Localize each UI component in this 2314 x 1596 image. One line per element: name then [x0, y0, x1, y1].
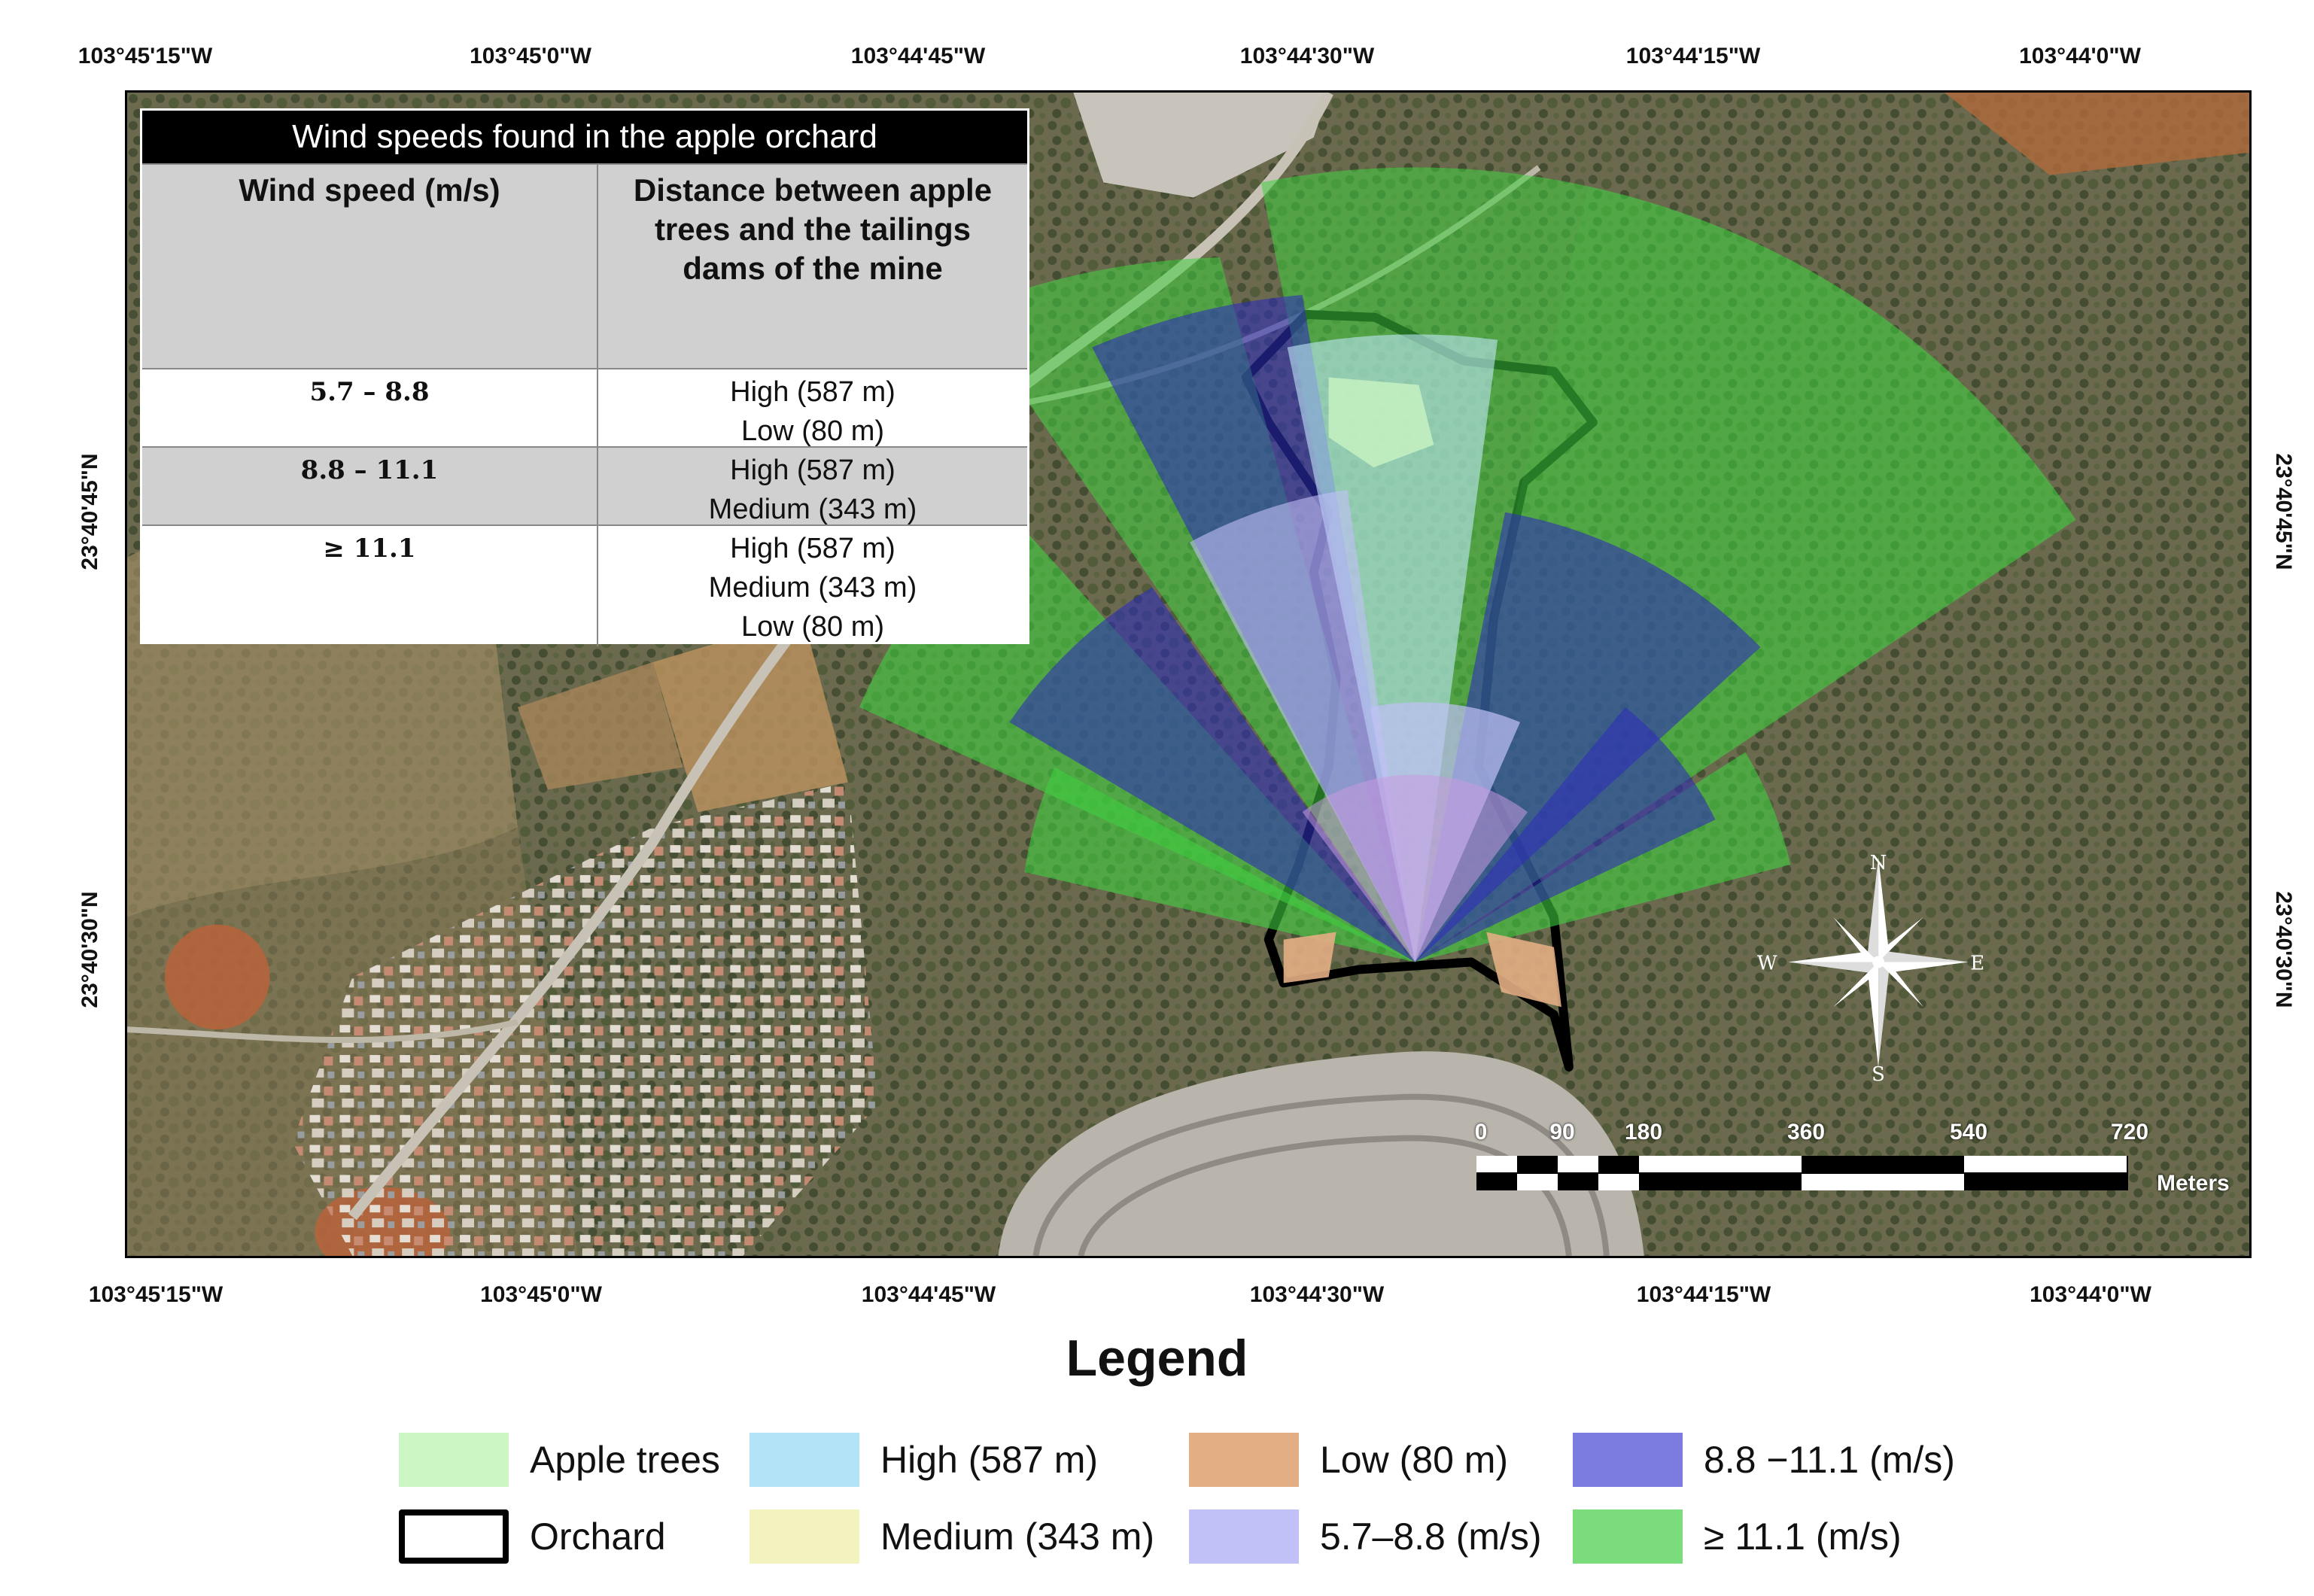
low-swatch	[1189, 1433, 1299, 1487]
table-header-wind-speed: Wind speed (m/s)	[142, 163, 597, 368]
table-row-3-line-3: Low (80 m)	[740, 611, 885, 643]
table-title: Wind speeds found in the apple orchard	[142, 111, 1027, 163]
orchard-swatch	[399, 1509, 509, 1564]
legend-item-5-7-8-8: 5.7–8.8 (m/s)	[1189, 1506, 1542, 1567]
top-coord-label-5: 103°44'15"W	[1625, 44, 1761, 68]
table-row-3-line-2: Medium (343 m)	[708, 572, 917, 603]
scale-tick-540: 540	[1949, 1120, 1988, 1145]
left-coord-label-2: 23°40'30"N	[78, 891, 102, 1008]
table-row-1-speed: 5.7 – 8.8	[142, 368, 597, 446]
scale-tick-720: 720	[2110, 1120, 2149, 1145]
bottom-coord-label-3: 103°44'45"W	[861, 1282, 996, 1307]
table-row-2-line-1: High (587 m)	[730, 454, 895, 486]
bottom-coord-label-4: 103°44'30"W	[1249, 1282, 1385, 1307]
compass-w-label: W	[1757, 952, 1777, 974]
legend-item-apple-trees: Apple trees	[399, 1430, 720, 1490]
table-row-2-line-2: Medium (343 m)	[708, 494, 917, 525]
legend-label: High (587 m)	[880, 1439, 1098, 1481]
field-red-circle	[164, 924, 270, 1030]
tailings-dam-north	[1073, 93, 1329, 198]
scale-tick-90: 90	[1549, 1120, 1575, 1145]
top-coord-label-3: 103°44'45"W	[850, 44, 986, 68]
bottom-coord-label-2: 103°45'0"W	[480, 1282, 602, 1307]
low-zone-patch	[1283, 932, 1336, 983]
wedge-blue-w	[1009, 587, 1415, 962]
field-red-ne	[1944, 93, 2249, 175]
scale-tick-180: 180	[1624, 1120, 1663, 1145]
table-row-2-speed: 8.8 – 11.1	[142, 446, 597, 524]
high-swatch	[750, 1433, 859, 1487]
table-row-3-speed: ≥ 11.1	[142, 524, 597, 646]
table-row-1-distance: High (587 m) Low (80 m)	[597, 368, 1027, 447]
compass-s-label: S	[1872, 1063, 1885, 1086]
north-arrow-icon	[1788, 857, 1969, 1067]
legend-label: ≥ 11.1 (m/s)	[1704, 1515, 1902, 1558]
legend-item-low: Low (80 m)	[1189, 1430, 1508, 1490]
table-row-3-line-1: High (587 m)	[730, 533, 895, 564]
bottom-coord-label-6: 103°44'0"W	[2030, 1282, 2151, 1307]
table-header-distance: Distance between apple trees and the tai…	[597, 163, 1027, 368]
wind-speed-table: Wind speeds found in the apple orchard W…	[140, 108, 1029, 646]
scale-tick-360: 360	[1786, 1120, 1826, 1145]
compass-n-label: N	[1870, 852, 1887, 874]
low-zone-patch-e	[1486, 932, 1561, 1008]
compass-e-label: E	[1970, 952, 1984, 974]
legend-label: Orchard	[530, 1515, 666, 1558]
legend-item-orchard: Orchard	[399, 1506, 666, 1567]
legend-item-high: High (587 m)	[750, 1430, 1098, 1490]
left-coord-label-1: 23°40'45"N	[78, 453, 102, 570]
scale-unit: Meters	[2157, 1171, 2230, 1196]
legend-label: 8.8 −11.1 (m/s)	[1704, 1439, 1955, 1481]
medium-swatch	[750, 1509, 859, 1564]
scale-bar: 0 90 180 360 540 720 Meters	[1474, 1120, 2230, 1233]
legend-label: Apple trees	[530, 1439, 720, 1481]
wedge-blue-e	[1415, 707, 1716, 962]
legend-item-8-8-11-1: 8.8 −11.1 (m/s)	[1573, 1430, 1955, 1490]
legend-item-medium: Medium (343 m)	[750, 1506, 1154, 1567]
table-row-3-distance: High (587 m) Medium (343 m) Low (80 m)	[597, 524, 1027, 646]
legend-label: 5.7–8.8 (m/s)	[1320, 1515, 1542, 1558]
top-coord-label-1: 103°45'15"W	[78, 44, 213, 68]
top-coord-label-6: 103°44'0"W	[2019, 44, 2141, 68]
wind-8-8-11-1-swatch	[1573, 1433, 1683, 1487]
legend-title: Legend	[1066, 1330, 1248, 1387]
bottom-coord-label-5: 103°44'15"W	[1636, 1282, 1771, 1307]
wedge-green-sw	[1024, 767, 1415, 962]
top-coord-label-4: 103°44'30"W	[1239, 44, 1375, 68]
wedge-green-nw	[964, 257, 1415, 962]
legend-label: Medium (343 m)	[880, 1515, 1154, 1558]
mine-bench-2	[1078, 1135, 1572, 1256]
town-area	[292, 782, 878, 1256]
legend-item-ge-11-1: ≥ 11.1 (m/s)	[1573, 1506, 1902, 1567]
road-west	[127, 1019, 518, 1043]
field-brown-2	[517, 662, 683, 790]
wind-ge-11-1-swatch	[1573, 1509, 1683, 1564]
table-row-2-distance: High (587 m) Medium (343 m)	[597, 446, 1027, 525]
legend-label: Low (80 m)	[1320, 1439, 1509, 1481]
table-row-1-line-1: High (587 m)	[730, 376, 895, 408]
right-coord-label-2: 23°40'30"N	[2271, 891, 2296, 1008]
wedge-blue-ne	[1415, 512, 1761, 962]
apple-trees-swatch	[399, 1433, 509, 1487]
right-coord-label-1: 23°40'45"N	[2271, 453, 2296, 570]
wedge-lavender-s	[1302, 774, 1528, 962]
wind-5-7-8-8-swatch	[1189, 1509, 1299, 1564]
scale-bar-graphic	[1476, 1156, 2128, 1190]
apple-trees-patch	[1328, 377, 1434, 468]
table-row-1-line-2: Low (80 m)	[740, 415, 885, 447]
scale-tick-0: 0	[1474, 1120, 1488, 1145]
bottom-coord-label-1: 103°45'15"W	[88, 1282, 223, 1307]
top-coord-label-2: 103°45'0"W	[470, 44, 591, 68]
